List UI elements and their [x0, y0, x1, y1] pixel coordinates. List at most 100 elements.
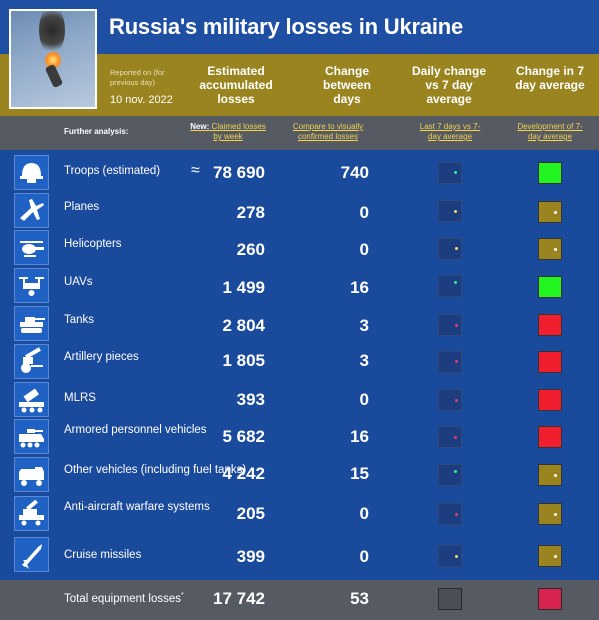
daily-sparkline[interactable]	[438, 351, 462, 373]
table-row: Tanks 2 804 3	[0, 305, 599, 343]
table-row: Troops (estimated) ≈ 78 690 740	[0, 154, 599, 192]
total-value: 17 742	[213, 589, 265, 608]
spark-dot	[455, 513, 458, 516]
spark-dot	[454, 470, 457, 473]
new-label: New:	[190, 122, 210, 131]
row-change: 16	[350, 278, 369, 297]
plane-icon	[14, 193, 49, 228]
indicator-pip	[554, 474, 557, 477]
total-trend-indicator[interactable]	[538, 588, 562, 610]
row-label: Planes	[64, 201, 100, 213]
table-row: MLRS 393 0	[0, 381, 599, 419]
trend-indicator[interactable]	[538, 464, 562, 486]
total-label-text: Total equipment losses	[64, 592, 181, 605]
spark-dot	[454, 436, 457, 439]
row-label: MLRS	[64, 392, 96, 404]
spark-dot	[455, 555, 458, 558]
row-change: 0	[359, 547, 369, 566]
row-change: 16	[350, 427, 369, 446]
column-header-daily: Daily change vs 7 day average	[411, 64, 487, 106]
anti-aircraft-icon	[14, 496, 49, 531]
compare-link[interactable]: Compare to visually confirmed losses	[292, 122, 364, 141]
spark-dot	[455, 324, 458, 327]
total-label: Total equipment losses*	[64, 592, 184, 605]
table-row: Planes 278 0	[0, 192, 599, 230]
row-change: 740	[340, 163, 369, 182]
row-label: Artillery pieces	[64, 351, 139, 363]
spark-dot	[454, 281, 457, 284]
helmet-icon	[14, 155, 49, 190]
trend-indicator[interactable]	[538, 545, 562, 567]
daily-sparkline[interactable]	[438, 314, 462, 336]
further-analysis-label: Further analysis:	[64, 127, 129, 136]
table-row: Other vehicles (including fuel tanks) 4 …	[0, 456, 599, 494]
column-header-change: Change between days	[322, 64, 371, 106]
daily-sparkline[interactable]	[438, 200, 462, 222]
row-value: 399	[236, 547, 265, 566]
row-value: 1 805	[222, 351, 265, 370]
row-label: Tanks	[64, 314, 95, 326]
daily-sparkline[interactable]	[438, 238, 462, 260]
total-sparkline[interactable]	[438, 588, 462, 610]
claimed-losses-link-text[interactable]: Claimed losses by week	[211, 122, 266, 141]
total-change: 53	[350, 589, 369, 608]
row-label: UAVs	[64, 276, 93, 288]
daily-sparkline[interactable]	[438, 162, 462, 184]
column-header-band	[0, 54, 599, 116]
header-bar	[0, 0, 599, 54]
rocket-launcher-icon	[14, 382, 49, 417]
trend-indicator[interactable]	[538, 162, 562, 184]
spark-dot	[454, 171, 457, 174]
indicator-pip	[554, 211, 557, 214]
approx-sign: ≈	[191, 162, 200, 179]
column-header-estimated: Estimated accumulated losses	[199, 64, 273, 106]
smoke-shape	[39, 11, 65, 55]
daily-sparkline[interactable]	[438, 389, 462, 411]
table-row: Cruise missiles 399 0	[0, 537, 599, 575]
tank-icon	[14, 306, 49, 341]
indicator-pip	[554, 555, 557, 558]
row-value: 393	[236, 390, 265, 409]
row-value: 278	[236, 203, 265, 222]
daily-sparkline[interactable]	[438, 503, 462, 525]
row-change: 0	[359, 203, 369, 222]
development-link[interactable]: Development of 7-day average	[517, 122, 583, 141]
row-label: Other vehicles (including fuel tanks)	[64, 464, 247, 476]
row-change: 3	[359, 316, 369, 335]
daily-sparkline[interactable]	[438, 545, 462, 567]
row-value: 2 804	[222, 316, 265, 335]
row-label: Troops (estimated)	[64, 165, 161, 177]
report-date: 10 nov. 2022	[110, 94, 173, 106]
daily-sparkline[interactable]	[438, 426, 462, 448]
row-change: 0	[359, 390, 369, 409]
indicator-pip	[554, 248, 557, 251]
row-label: Anti-aircraft warfare systems	[64, 501, 210, 513]
trend-indicator[interactable]	[538, 351, 562, 373]
fire-shape	[45, 51, 61, 69]
indicator-pip	[554, 513, 557, 516]
row-value: 260	[236, 240, 265, 259]
last7-link[interactable]: Last 7 days vs 7-day average	[419, 122, 481, 141]
row-label: Helicopters	[64, 238, 122, 250]
table-row: Armored personnel vehicles 5 682 16	[0, 418, 599, 456]
missile-icon	[14, 537, 49, 572]
trend-indicator[interactable]	[538, 503, 562, 525]
analysis-band	[0, 116, 599, 150]
row-change: 3	[359, 351, 369, 370]
daily-sparkline[interactable]	[438, 464, 462, 486]
drone-icon	[14, 268, 49, 303]
trend-indicator[interactable]	[538, 426, 562, 448]
claimed-losses-link[interactable]: New: Claimed losses by week	[188, 122, 268, 142]
trend-indicator[interactable]	[538, 238, 562, 260]
trend-indicator[interactable]	[538, 314, 562, 336]
reported-on-note: Reported on (for previous day)	[110, 68, 165, 87]
helicopter-icon	[14, 230, 49, 265]
row-value: 78 690	[213, 163, 265, 182]
daily-sparkline[interactable]	[438, 275, 462, 297]
truck-icon	[14, 457, 49, 492]
spark-dot	[454, 210, 457, 213]
trend-indicator[interactable]	[538, 389, 562, 411]
trend-indicator[interactable]	[538, 276, 562, 298]
artillery-icon	[14, 344, 49, 379]
trend-indicator[interactable]	[538, 201, 562, 223]
